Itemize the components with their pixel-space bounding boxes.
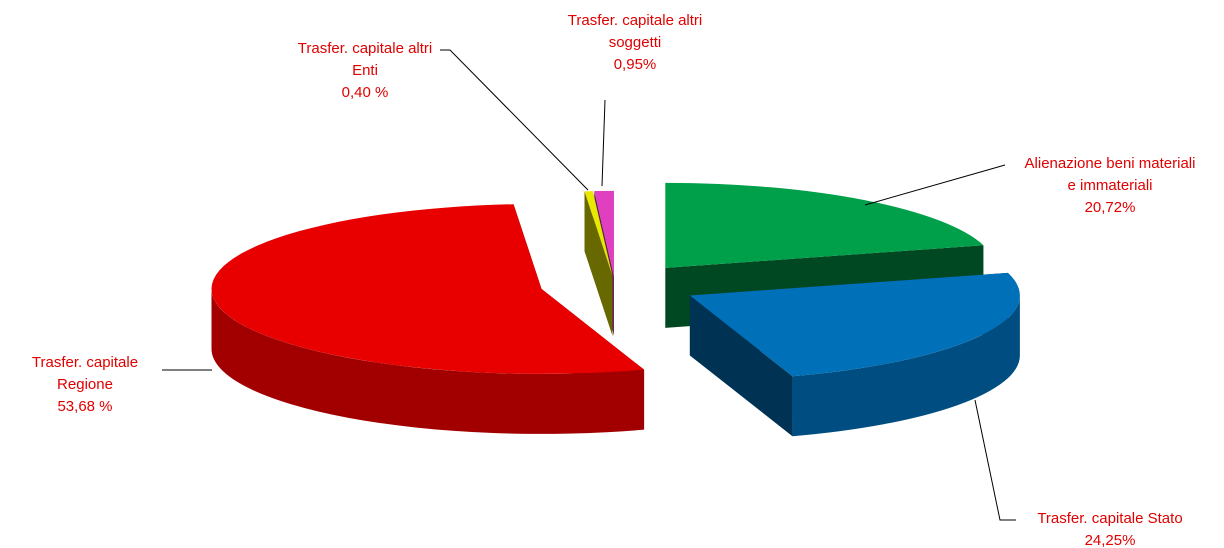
leader-lines xyxy=(162,49,1016,521)
pie xyxy=(211,182,1020,437)
slice-top xyxy=(211,204,645,374)
leader-line xyxy=(864,164,1006,206)
data-label: Trasfer. capitale altri soggetti 0,95% xyxy=(555,10,715,76)
pie-slice xyxy=(211,204,645,434)
slice-top xyxy=(594,190,614,276)
value-label: 20,72% xyxy=(1084,199,1136,216)
slice-side xyxy=(689,295,793,437)
leader-line xyxy=(601,99,606,187)
data-label: Trasfer. capitale Regione 53,68 % xyxy=(10,352,160,418)
data-label: Alienazione beni materiali e immateriali… xyxy=(1020,153,1200,219)
pie-slice xyxy=(584,191,613,336)
slice-wall xyxy=(792,295,1020,437)
slice-top xyxy=(665,182,984,268)
category-label: Trasfer. capitale Stato xyxy=(1037,510,1183,527)
pie-slice xyxy=(689,272,1020,437)
category-label: Alienazione beni materiali e immateriali xyxy=(1024,155,1196,194)
category-label: Trasfer. capitale altri soggetti xyxy=(567,12,703,51)
category-label: Trasfer. capitale Regione xyxy=(31,354,139,393)
value-label: 0,40 % xyxy=(341,84,389,101)
slice-top xyxy=(689,272,1020,377)
value-label: 24,25% xyxy=(1084,532,1136,548)
value-label: 53,68 % xyxy=(57,398,113,415)
data-label: Trasfer. capitale altri Enti 0,40 % xyxy=(285,38,445,104)
value-label: 0,95% xyxy=(613,56,657,73)
category-label: Trasfer. capitale altri Enti xyxy=(297,40,433,79)
leader-line xyxy=(974,399,1016,521)
slice-wall xyxy=(211,288,645,434)
data-label: Trasfer. capitale Stato 24,25% xyxy=(1010,508,1210,548)
leader-line xyxy=(440,49,589,191)
slice-top xyxy=(584,191,613,276)
